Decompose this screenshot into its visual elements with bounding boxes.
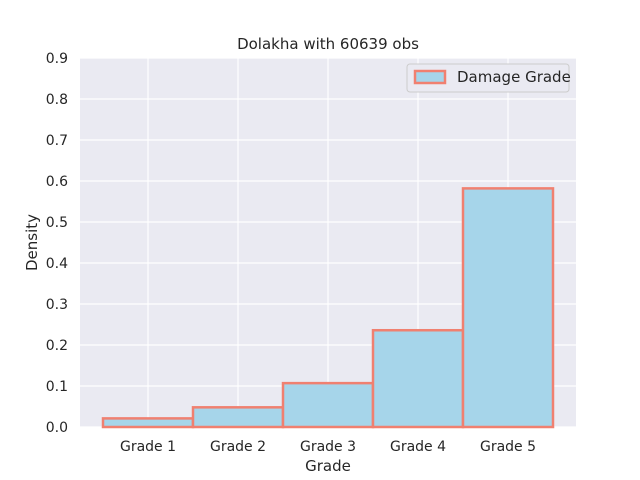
y-tick-label: 0.3 xyxy=(46,297,68,313)
bar-grade-2 xyxy=(191,406,285,429)
y-tick-label: 0.1 xyxy=(46,379,68,395)
x-tick-label: Grade 4 xyxy=(390,439,446,455)
y-tick-label: 0.4 xyxy=(46,256,68,272)
y-tick-label: 0.9 xyxy=(46,51,68,67)
bar-grade-3 xyxy=(281,381,375,429)
y-tick-label: 0.2 xyxy=(46,338,68,354)
chart-title: Dolakha with 60639 obs xyxy=(237,35,419,53)
bars xyxy=(101,187,555,429)
legend: Damage Grade xyxy=(406,63,571,93)
bar-grade-1 xyxy=(101,417,195,429)
x-tick-label: Grade 3 xyxy=(300,439,356,455)
y-axis-title: Density xyxy=(23,214,41,271)
y-tick-label: 0.6 xyxy=(46,174,68,190)
bar-grade-5 xyxy=(461,187,555,429)
bar-grade-4 xyxy=(371,328,465,429)
x-tick-label: Grade 2 xyxy=(210,439,266,455)
x-axis-title: Grade xyxy=(305,457,351,475)
y-tick-label: 0.5 xyxy=(46,215,68,231)
legend-swatch xyxy=(413,69,447,85)
y-tick-label: 0.0 xyxy=(46,420,68,436)
y-tick-labels: 0.0 0.1 0.2 0.3 0.4 0.5 0.6 0.7 0.8 0.9 xyxy=(46,51,68,436)
x-tick-label: Grade 1 xyxy=(120,439,176,455)
x-tick-labels: Grade 1 Grade 2 Grade 3 Grade 4 Grade 5 xyxy=(120,439,536,455)
y-tick-label: 0.7 xyxy=(46,133,68,149)
legend-box xyxy=(406,63,570,93)
x-tick-label: Grade 5 xyxy=(480,439,536,455)
y-tick-label: 0.8 xyxy=(46,92,68,108)
legend-label: Damage Grade xyxy=(457,68,571,86)
